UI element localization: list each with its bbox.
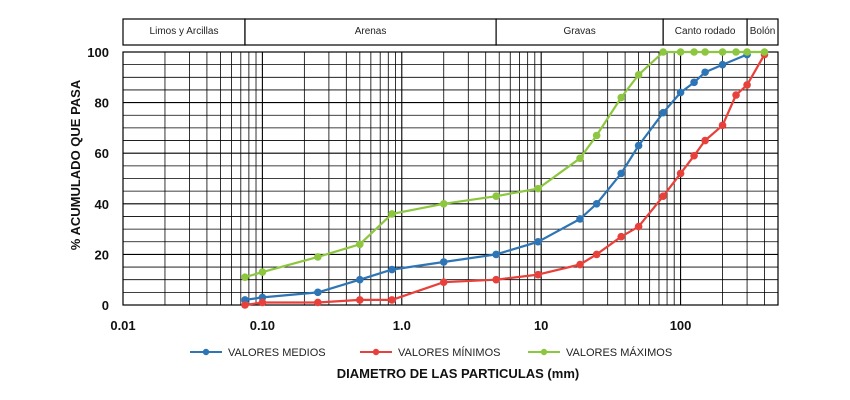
data-point (241, 273, 249, 281)
size-band-cell (746, 18, 779, 46)
data-point (634, 70, 643, 79)
size-band-label: Gravas (564, 26, 596, 37)
y-tick-label: 100 (87, 45, 109, 60)
data-point (617, 93, 625, 102)
legend-marker (202, 348, 210, 356)
chart-grid (123, 52, 779, 305)
data-point (314, 288, 322, 297)
data-point (701, 136, 709, 145)
data-point (690, 78, 698, 87)
data-point (492, 250, 500, 259)
data-point (576, 260, 584, 269)
chart-legend: VALORES MEDIOS VALORES MÍNIMOS VALORES MÁX… (190, 346, 672, 359)
data-point (718, 60, 727, 69)
data-point (676, 88, 685, 97)
size-band-header: Limos y Arcillas Arenas Gravas Canto rodado… (122, 18, 779, 46)
y-axis-title: % ACUMULADO QUE PASA (68, 79, 83, 250)
data-point (356, 240, 364, 249)
data-point (592, 200, 601, 208)
data-point (718, 121, 727, 130)
legend-marker (372, 348, 380, 356)
data-point (576, 215, 584, 223)
data-point (314, 298, 322, 307)
data-point (659, 108, 667, 117)
data-point (701, 48, 709, 56)
data-point (534, 237, 542, 246)
chart-series (241, 48, 769, 309)
data-point (388, 210, 396, 218)
data-point (659, 48, 667, 56)
data-point (534, 184, 542, 193)
data-point (388, 265, 396, 274)
y-tick-label: 40 (95, 197, 109, 212)
data-point (743, 48, 751, 56)
size-band-label: Arenas (355, 26, 387, 37)
y-tick-label: 0 (102, 298, 109, 313)
data-point (258, 298, 267, 307)
size-band-label: Limos y Arcillas (150, 26, 219, 37)
data-point (634, 141, 643, 150)
x-tick-label: 100 (670, 318, 692, 333)
data-point (439, 258, 448, 266)
data-point (592, 131, 601, 140)
size-band-cell (244, 18, 497, 46)
data-point (617, 169, 625, 178)
data-point (676, 169, 685, 178)
x-axis-title: DIAMETRO DE LAS PARTICULAS (mm) (337, 366, 579, 381)
data-point (388, 296, 396, 304)
data-point (743, 81, 751, 89)
data-point (732, 91, 740, 99)
data-point (760, 48, 769, 56)
data-point (634, 222, 643, 231)
data-point (439, 278, 448, 287)
data-point (592, 250, 601, 259)
data-point (492, 275, 500, 284)
y-tick-label: 60 (95, 146, 109, 161)
legend-label: VALORES MÍNIMOS (398, 346, 500, 359)
size-band-label: Canto rodado (675, 26, 736, 37)
x-tick-label: 0.10 (250, 318, 275, 333)
data-point (690, 151, 698, 160)
data-point (576, 154, 584, 163)
series-group (241, 50, 769, 309)
data-point (492, 192, 500, 201)
legend-item: VALORES MÍNIMOS (360, 346, 500, 359)
data-point (314, 253, 322, 261)
series-group (241, 48, 769, 281)
series-line (244, 53, 766, 307)
legend-label: VALORES MÁXIMOS (566, 346, 672, 359)
data-point (617, 232, 625, 241)
data-point (690, 48, 698, 56)
x-axis-ticks: 0.01 0.10 1.0 10 100 (110, 318, 691, 333)
data-point (676, 48, 685, 56)
legend-item: VALORES MEDIOS (190, 347, 326, 359)
size-band-cell (122, 18, 246, 46)
size-band-label: Bolón (750, 26, 776, 37)
plot-area (122, 51, 779, 306)
data-point (701, 68, 709, 77)
x-tick-label: 1.0 (393, 318, 411, 333)
data-point (718, 48, 727, 56)
data-point (356, 296, 364, 304)
y-tick-label: 20 (95, 247, 109, 262)
legend-item: VALORES MÁXIMOS (528, 346, 672, 359)
data-point (258, 268, 267, 276)
data-point (534, 270, 542, 279)
data-point (659, 192, 667, 201)
x-tick-label: 0.01 (110, 318, 135, 333)
legend-marker (540, 348, 548, 356)
data-point (241, 301, 249, 309)
data-point (356, 275, 364, 284)
series-line (244, 53, 748, 301)
y-tick-label: 80 (95, 96, 109, 111)
y-axis-ticks: 0 20 40 60 80 100 (87, 45, 109, 313)
legend-label: VALORES MEDIOS (228, 347, 326, 359)
data-point (732, 48, 740, 56)
x-tick-label: 10 (534, 318, 548, 333)
data-point (439, 200, 448, 208)
size-band-cell (495, 18, 664, 46)
